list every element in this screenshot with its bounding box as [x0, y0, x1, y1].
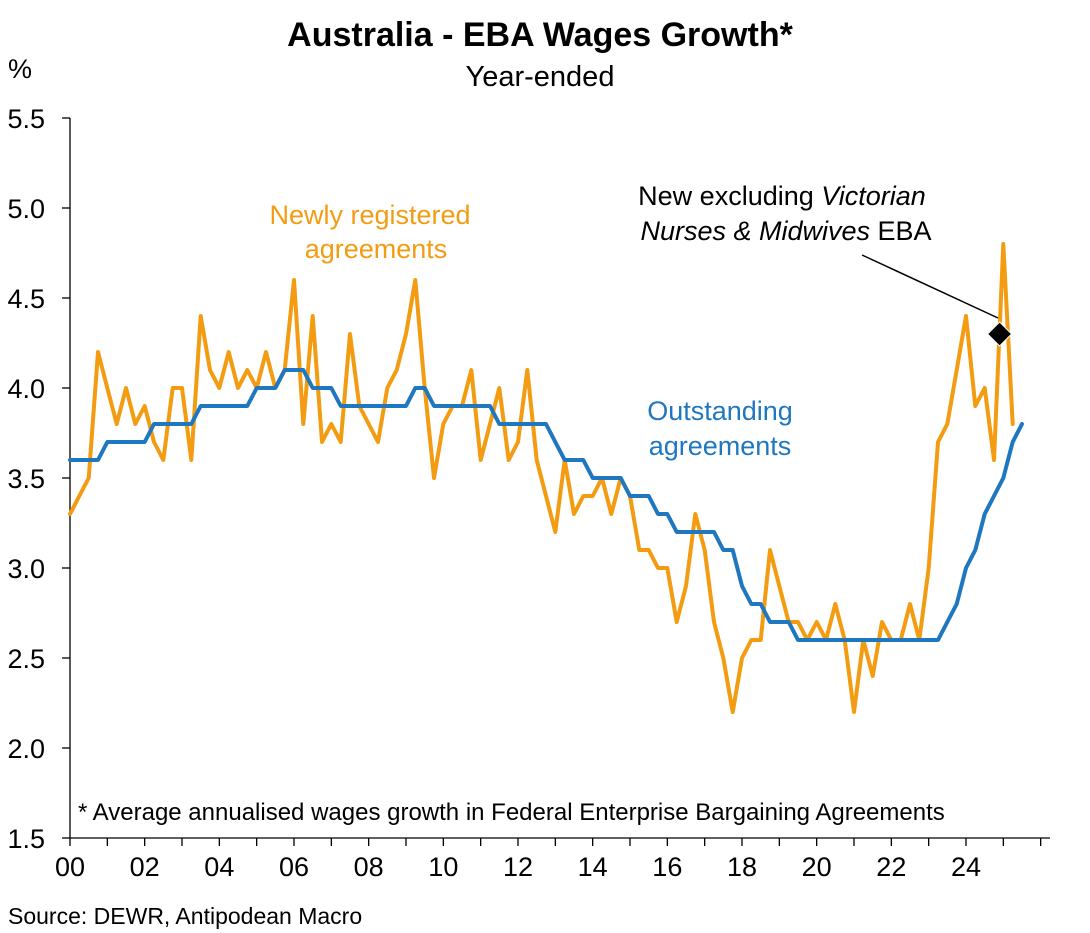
- x-tick-label: 20: [802, 852, 832, 882]
- x-tick-label: 18: [727, 852, 757, 882]
- x-tick-label: 24: [951, 852, 981, 882]
- series-line-newly-registered: [68, 242, 1015, 714]
- annotation-excluding-text-b: Victorian: [821, 181, 926, 211]
- x-tick-label: 02: [130, 852, 160, 882]
- annotation-excluding-text-c: Nurses & Midwives: [640, 216, 870, 246]
- axes: [62, 117, 1050, 846]
- x-tick-labels: 00 02 04 06 08 10 12 14 16 18 20 22 24: [55, 852, 981, 882]
- y-tick-labels: 1.5 2.0 2.5 3.0 3.5 4.0 4.5 5.0 5.5: [7, 104, 45, 854]
- marker-layer: [986, 321, 1013, 347]
- annotation-outstanding-line1: Outstanding: [647, 396, 793, 426]
- y-tick-label: 3.0: [7, 554, 45, 584]
- series-lines: [68, 242, 1024, 714]
- y-tick-label: 2.0: [7, 734, 45, 764]
- annotation-excluding-text-d: EBA: [870, 216, 932, 246]
- annotation-outstanding-line2: agreements: [649, 431, 792, 461]
- annotation-excluding-line2: Nurses & Midwives EBA: [640, 216, 931, 246]
- x-tick-label: 12: [503, 852, 533, 882]
- y-tick-label: 1.5: [7, 824, 45, 854]
- y-tick-label: 4.5: [7, 284, 45, 314]
- x-tick-label: 10: [428, 852, 458, 882]
- y-tick-label: 5.5: [7, 104, 45, 134]
- annotation-newly-registered-line1: Newly registered: [269, 200, 470, 230]
- x-tick-label: 04: [204, 852, 234, 882]
- annotation-newly-registered-line2: agreements: [305, 234, 448, 264]
- annotation-excluding-line1: New excluding Victorian: [638, 181, 926, 211]
- chart-subtitle: Year-ended: [466, 61, 615, 93]
- x-tick-label: 06: [279, 852, 309, 882]
- footnote: * Average annualised wages growth in Fed…: [78, 799, 945, 826]
- series-line-outstanding: [68, 368, 1024, 642]
- annotation-excluding-text-a: New excluding: [638, 181, 821, 211]
- x-tick-label: 08: [354, 852, 384, 882]
- x-tick-label: 22: [876, 852, 906, 882]
- x-tick-label: 16: [652, 852, 682, 882]
- y-axis-unit-label: %: [8, 54, 32, 84]
- source-note: Source: DEWR, Antipodean Macro: [8, 903, 362, 929]
- x-tick-label: 00: [55, 852, 85, 882]
- y-tick-label: 3.5: [7, 464, 45, 494]
- annotation-pointer-line: [861, 254, 999, 319]
- x-tick-label: 14: [578, 852, 608, 882]
- y-tick-label: 4.0: [7, 374, 45, 404]
- y-tick-label: 5.0: [7, 194, 45, 224]
- chart-title: Australia - EBA Wages Growth*: [287, 16, 793, 54]
- y-tick-label: 2.5: [7, 644, 45, 674]
- marker-diamond: [986, 321, 1013, 347]
